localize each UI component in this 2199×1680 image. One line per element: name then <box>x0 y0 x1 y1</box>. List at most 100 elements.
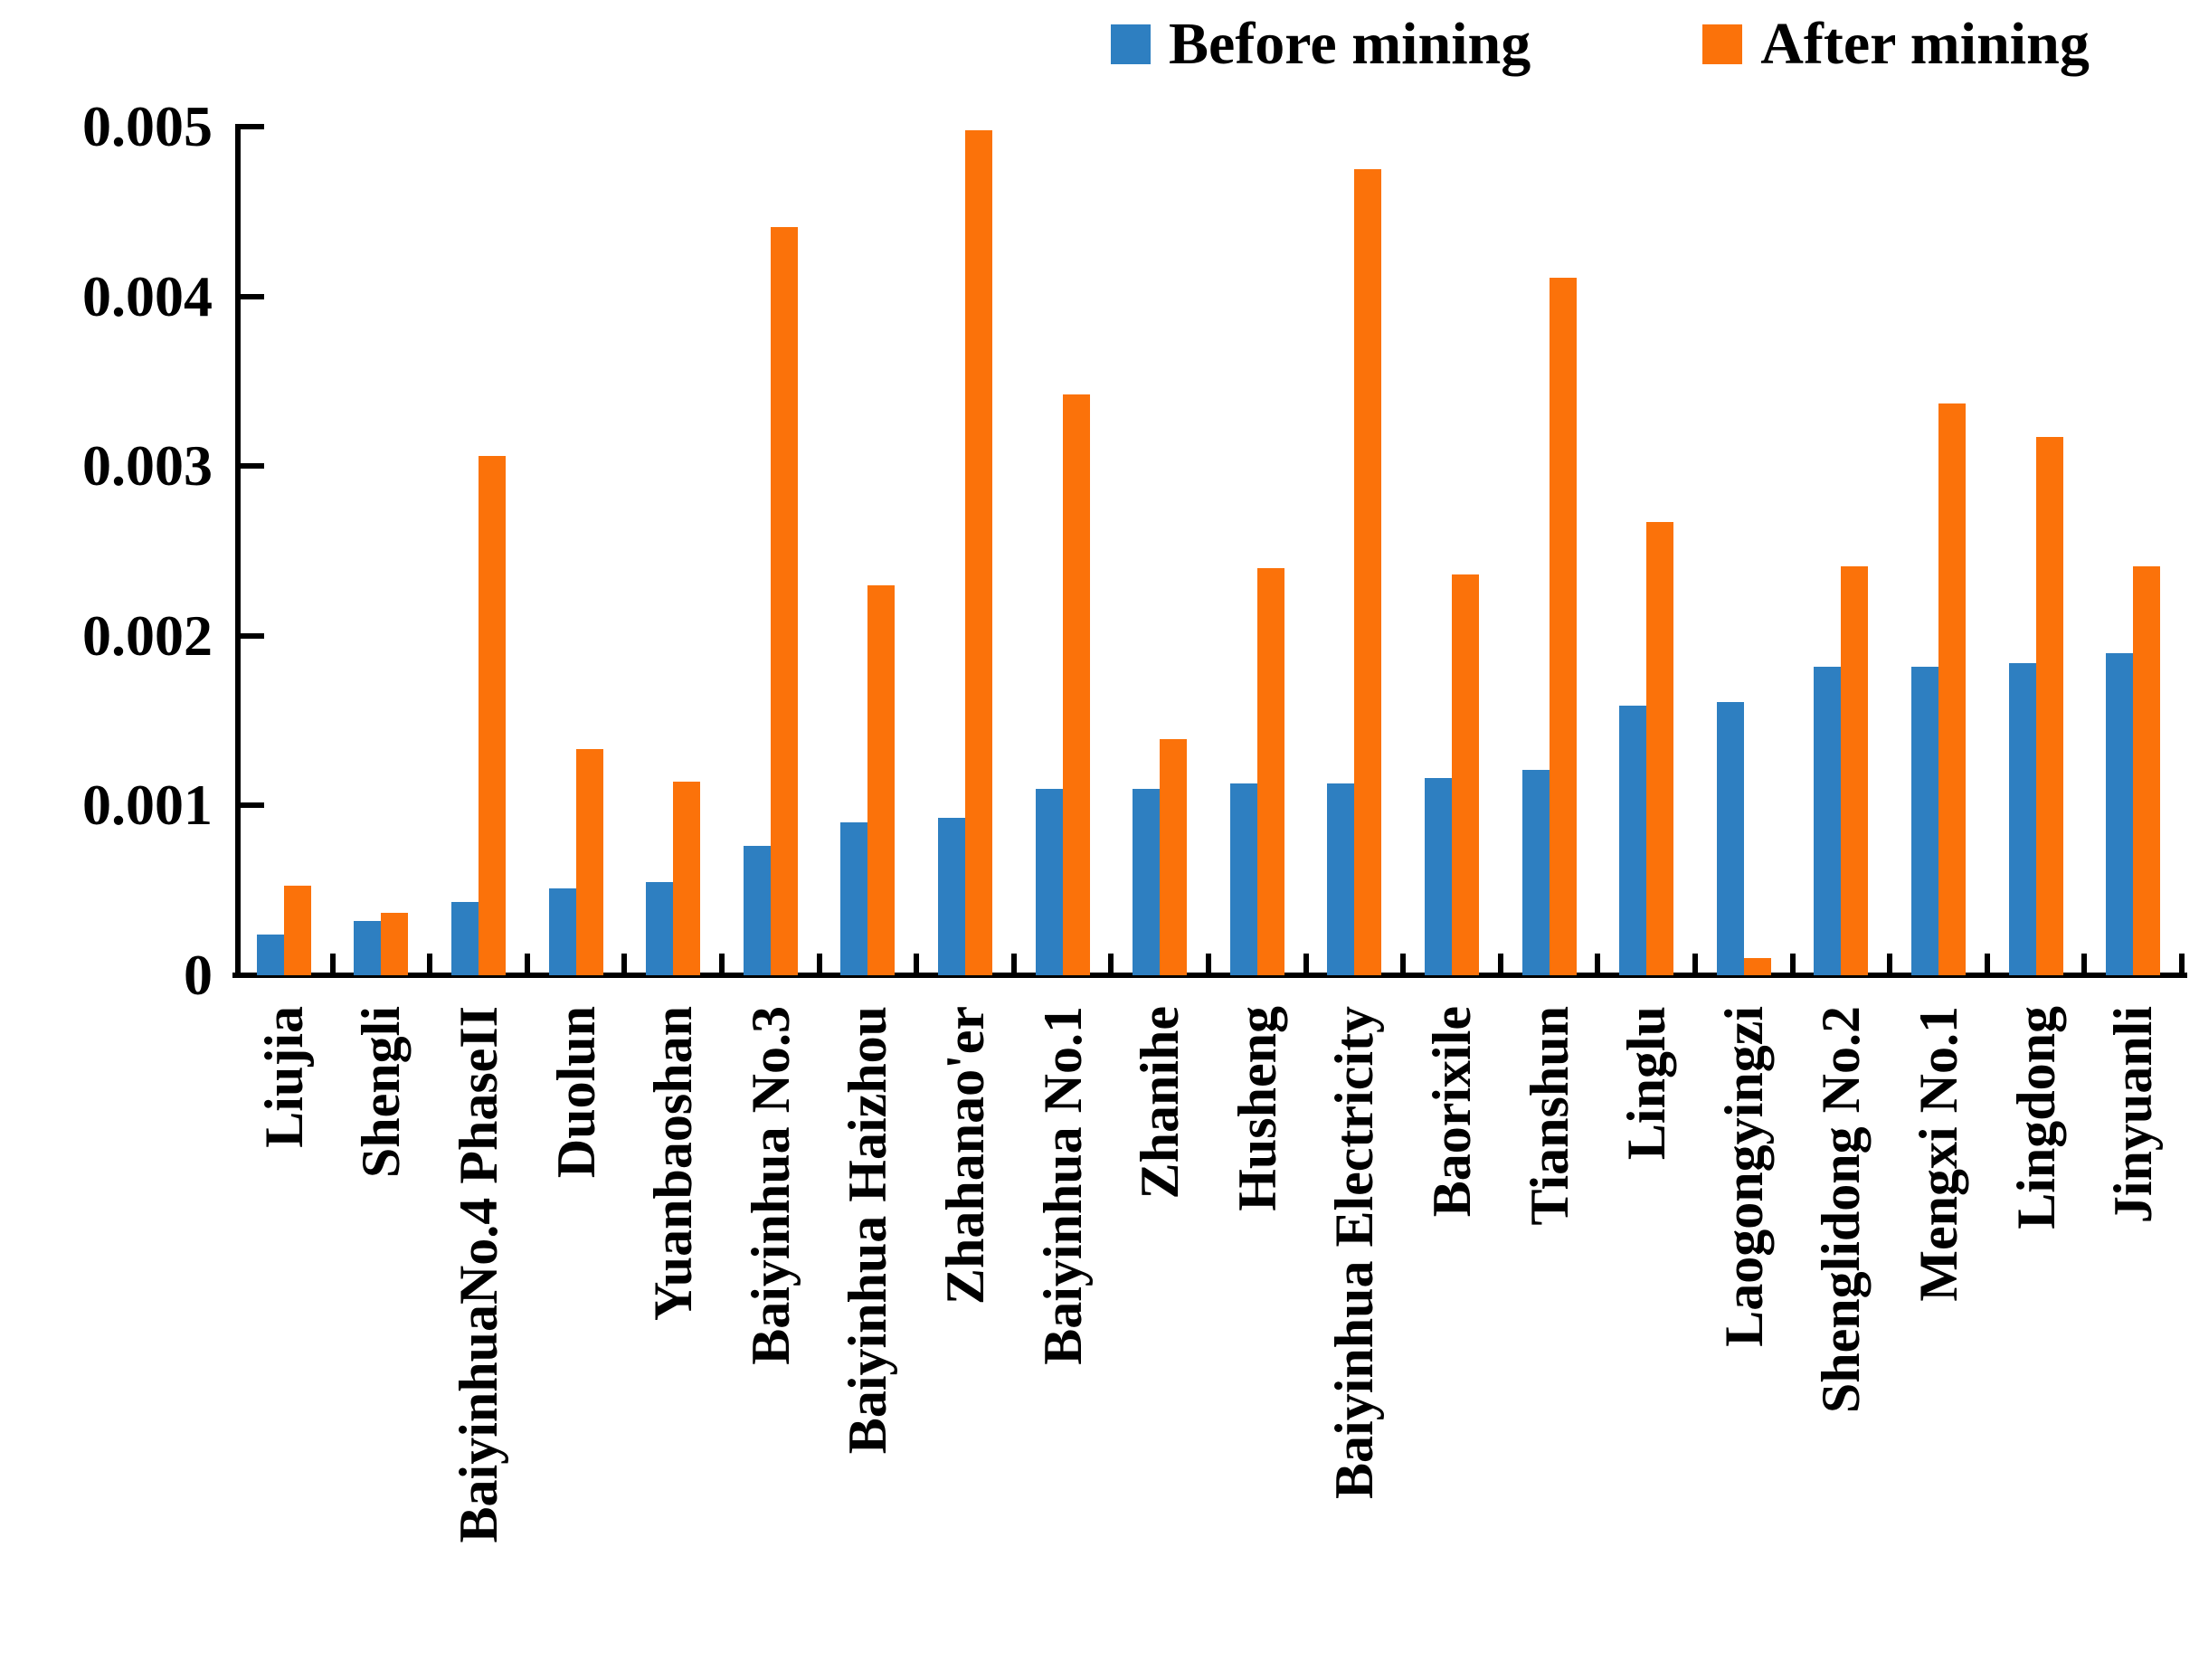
bar-before-mining <box>840 822 868 975</box>
legend-label-before: Before mining <box>1169 11 1531 77</box>
x-axis-tick <box>2179 954 2185 975</box>
category-label: Baiyinhua Haizhou <box>838 1006 898 1455</box>
bar-before-mining <box>938 817 965 975</box>
x-axis-tick <box>1303 954 1309 975</box>
x-axis-tick <box>524 954 530 975</box>
bar-after-mining <box>1743 958 1771 975</box>
legend-item-after: After mining <box>1702 13 2090 76</box>
bar-after-mining <box>575 749 603 975</box>
y-tick-label: 0.002 <box>82 603 213 668</box>
bar-after-mining <box>1938 403 1966 975</box>
after-mining-swatch-icon <box>1702 24 1743 64</box>
category-label: Mengxi No.1 <box>1909 1006 1968 1302</box>
bar-after-mining <box>867 584 896 975</box>
bar-before-mining <box>743 846 771 975</box>
bar-after-mining <box>1160 739 1188 975</box>
bar-after-mining <box>1646 522 1674 975</box>
bar-before-mining <box>1327 783 1355 975</box>
bar-before-mining <box>2008 662 2036 975</box>
bar-before-mining <box>354 920 382 975</box>
bar-before-mining <box>1425 778 1452 975</box>
category-label: Shengli <box>351 1006 412 1179</box>
y-tick-label: 0 <box>184 943 213 1007</box>
category-label: Laogongyingzi <box>1713 1006 1774 1347</box>
category-label: Baiyinhua No.1 <box>1032 1006 1093 1365</box>
category-label: Zhanihe <box>1130 1006 1190 1200</box>
bar-after-mining <box>2133 565 2161 975</box>
bar-after-mining <box>673 782 701 975</box>
bar-before-mining <box>1619 705 1647 975</box>
x-axis-tick <box>1206 954 1211 975</box>
y-tick-label: 0.005 <box>82 94 213 158</box>
legend-item-before: Before mining <box>1111 13 1531 76</box>
y-axis-line <box>235 124 241 978</box>
category-label: Tianshun <box>1519 1006 1579 1226</box>
y-axis-tick <box>241 124 264 129</box>
category-label: Linglu <box>1616 1006 1677 1161</box>
x-axis-tick <box>427 954 433 975</box>
x-axis-tick <box>1692 954 1698 975</box>
legend-label-after: After mining <box>1760 11 2090 77</box>
x-axis-tick <box>1789 954 1796 975</box>
x-axis-tick <box>1010 954 1017 975</box>
x-axis-tick <box>914 954 920 975</box>
x-axis-tick <box>621 954 628 975</box>
x-axis-tick <box>2081 954 2088 975</box>
category-label: Jinyuanli <box>2103 1006 2164 1224</box>
category-label: Yuanbaoshan <box>643 1006 704 1322</box>
bar-after-mining <box>2035 437 2063 975</box>
bar-before-mining <box>2106 652 2134 975</box>
bar-after-mining <box>1354 168 1382 975</box>
bar-after-mining <box>1549 277 1577 975</box>
bar-after-mining <box>770 226 798 975</box>
x-axis-tick <box>719 954 725 975</box>
bar-before-mining <box>451 902 479 975</box>
y-tick-label: 0.003 <box>82 433 213 498</box>
bar-before-mining <box>256 934 284 975</box>
bar-before-mining <box>1814 666 1842 975</box>
x-axis-line <box>232 973 2187 978</box>
x-axis-tick <box>816 954 822 975</box>
x-axis-tick <box>1400 954 1407 975</box>
bar-before-mining <box>1229 783 1257 975</box>
x-axis-tick <box>1595 954 1601 975</box>
category-label: Zhahanao'er <box>935 1006 995 1305</box>
category-label: Duolun <box>545 1006 606 1179</box>
bar-before-mining <box>1716 701 1744 975</box>
bar-after-mining <box>965 129 992 975</box>
before-mining-swatch-icon <box>1111 24 1151 64</box>
bar-before-mining <box>548 888 576 975</box>
bar-after-mining <box>1841 565 1869 975</box>
bar-after-mining <box>283 885 311 975</box>
category-label: Husheng <box>1227 1006 1287 1211</box>
bar-before-mining <box>1035 788 1063 975</box>
y-axis-tick <box>241 293 264 299</box>
category-label: Baiyinhua No.3 <box>740 1006 801 1365</box>
bar-after-mining <box>479 455 506 975</box>
category-label: Liujia <box>253 1006 314 1148</box>
legend: Before mining After mining <box>1111 13 2090 76</box>
x-axis-tick <box>1108 954 1114 975</box>
bar-before-mining <box>1911 666 1938 975</box>
x-axis-tick <box>329 954 336 975</box>
y-axis-tick <box>241 802 264 809</box>
bar-after-mining <box>1256 567 1284 975</box>
category-label: BaiyinhuaNo.4 PhaseII <box>449 1006 508 1543</box>
category-label: Baiyinhua Electricity <box>1324 1006 1385 1499</box>
y-tick-label: 0.001 <box>82 773 213 838</box>
y-axis-tick <box>241 463 264 470</box>
bar-before-mining <box>1521 770 1550 975</box>
bar-before-mining <box>1133 788 1161 975</box>
category-label: Shenglidong No.2 <box>1811 1006 1872 1414</box>
category-label: Baorixile <box>1422 1006 1482 1218</box>
bar-after-mining <box>1062 394 1090 975</box>
category-label: Lingdong <box>2005 1006 2066 1229</box>
bar-after-mining <box>1452 574 1479 975</box>
x-axis-tick <box>1984 954 1990 975</box>
x-axis-tick <box>1497 954 1503 975</box>
x-axis-tick <box>1887 954 1893 975</box>
y-tick-label: 0.004 <box>82 263 213 328</box>
bar-after-mining <box>381 912 409 975</box>
y-axis-tick <box>241 632 264 639</box>
